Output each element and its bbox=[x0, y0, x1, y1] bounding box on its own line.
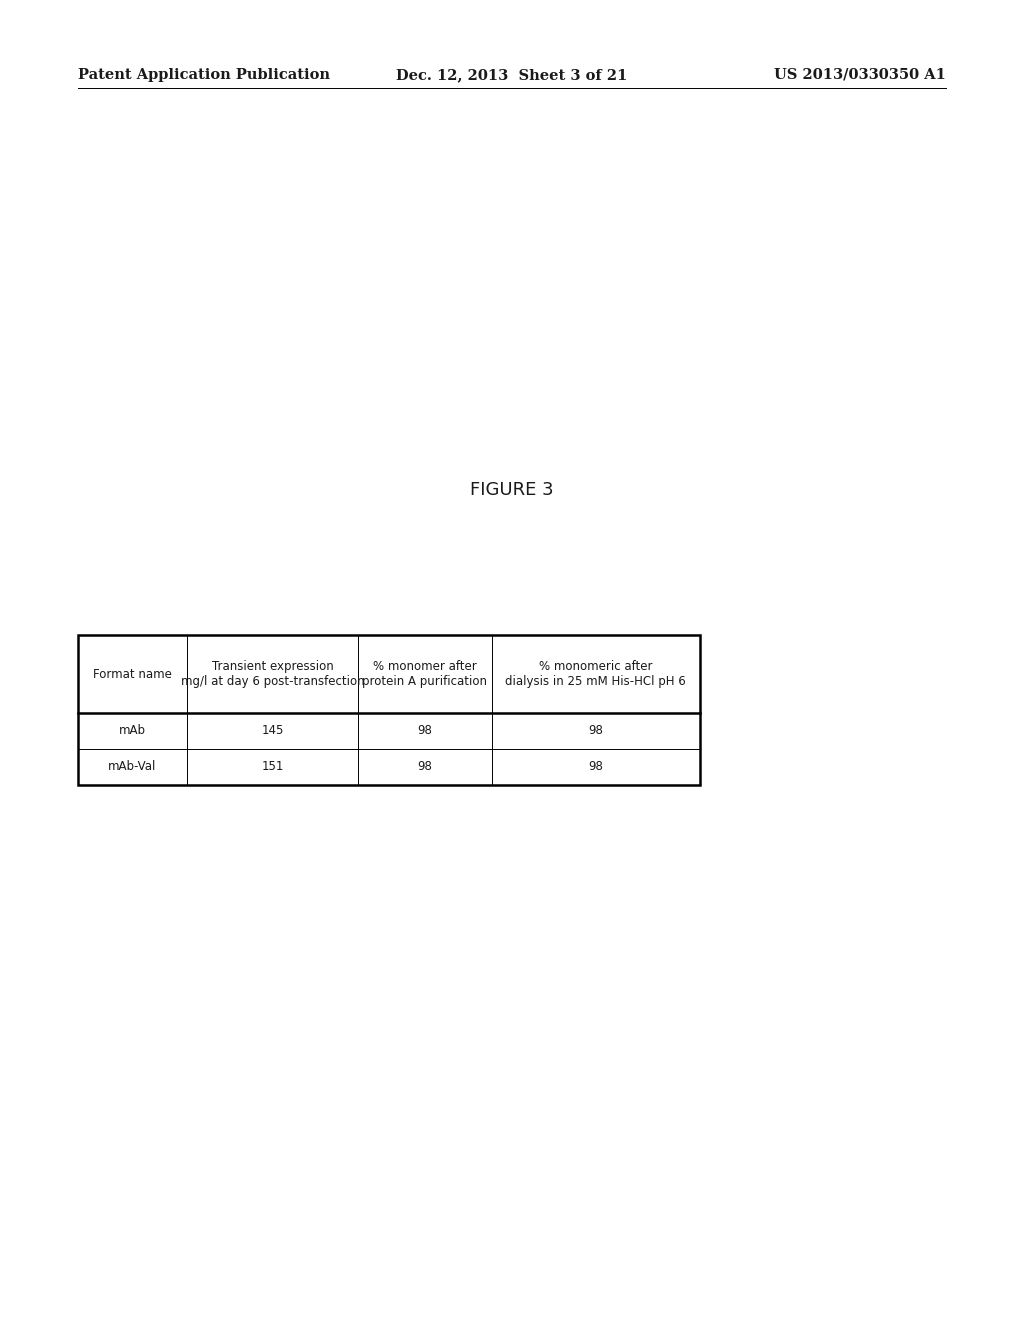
Text: Format name: Format name bbox=[93, 668, 172, 681]
Text: FIGURE 3: FIGURE 3 bbox=[470, 480, 554, 499]
Text: 98: 98 bbox=[589, 760, 603, 774]
Bar bbox=[78, 635, 700, 785]
Text: mAb: mAb bbox=[119, 725, 146, 738]
Text: 151: 151 bbox=[261, 760, 284, 774]
Text: 98: 98 bbox=[589, 725, 603, 738]
Text: Patent Application Publication: Patent Application Publication bbox=[78, 69, 330, 82]
Text: % monomer after
protein A purification: % monomer after protein A purification bbox=[362, 660, 487, 688]
Text: US 2013/0330350 A1: US 2013/0330350 A1 bbox=[774, 69, 946, 82]
Text: % monomeric after
dialysis in 25 mM His-HCl pH 6: % monomeric after dialysis in 25 mM His-… bbox=[506, 660, 686, 688]
Text: 98: 98 bbox=[418, 725, 432, 738]
Text: 145: 145 bbox=[261, 725, 284, 738]
Text: 98: 98 bbox=[418, 760, 432, 774]
Text: Transient expression
mg/l at day 6 post-transfection: Transient expression mg/l at day 6 post-… bbox=[180, 660, 365, 688]
Text: mAb-Val: mAb-Val bbox=[109, 760, 157, 774]
Text: Dec. 12, 2013  Sheet 3 of 21: Dec. 12, 2013 Sheet 3 of 21 bbox=[396, 69, 628, 82]
